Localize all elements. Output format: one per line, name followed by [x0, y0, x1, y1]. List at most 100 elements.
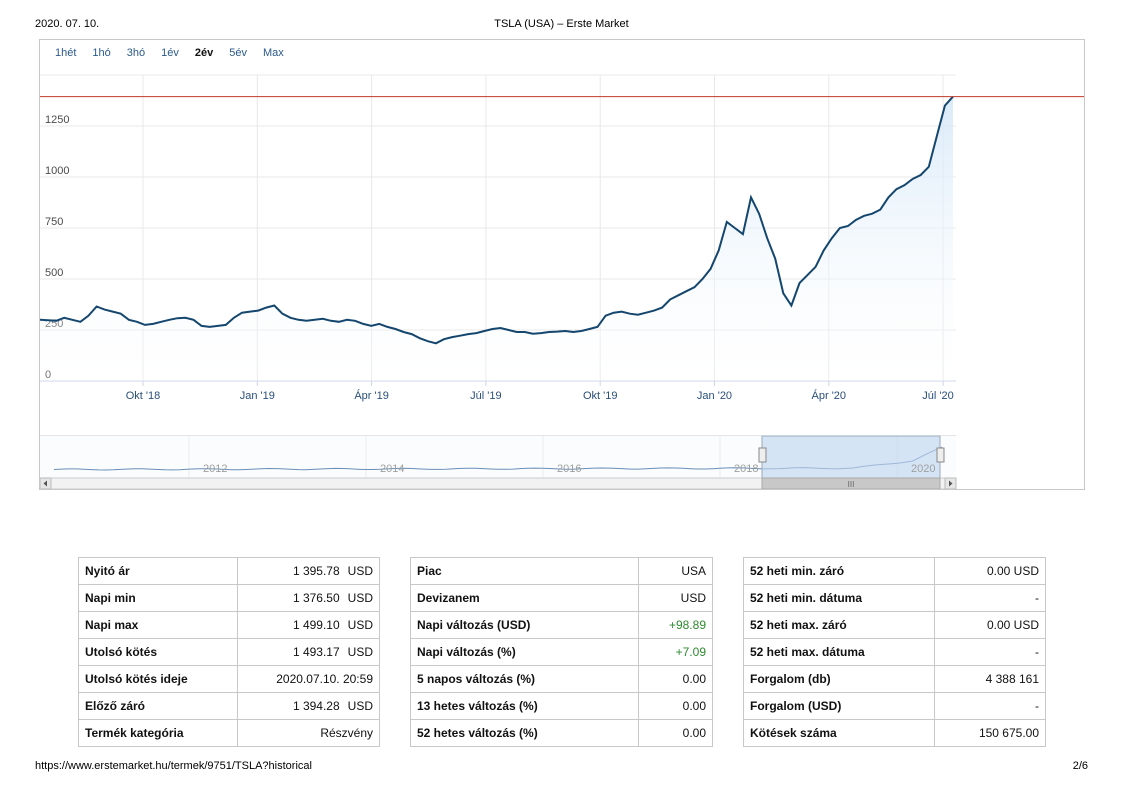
stat-value-text: 0.00	[682, 672, 706, 686]
stat-value: 0.00 USD	[934, 557, 1046, 585]
table-row: 52 heti max. záró 0.00 USD	[743, 611, 1046, 639]
table-row: 52 heti min. dátuma -	[743, 584, 1046, 612]
stat-value-text: 0.00 USD	[986, 618, 1039, 632]
stat-value: 0.00	[638, 719, 713, 747]
svg-text:III: III	[848, 480, 855, 489]
range-2y-button[interactable]: 2év	[194, 47, 214, 59]
stat-value: -	[934, 692, 1046, 720]
table-row: Utolsó kötés ideje 2020.07.10. 20:59	[78, 665, 380, 693]
stat-label: Napi max	[78, 611, 238, 639]
stat-label: Kötések száma	[743, 719, 935, 747]
print-date: 2020. 07. 10.	[35, 18, 100, 30]
navigator-right-handle[interactable]	[936, 447, 945, 463]
chart-container: 1hét 1hó 3hó 1év 2év 5év Max 02505007501…	[39, 39, 1085, 490]
range-max-button[interactable]: Max	[263, 47, 284, 59]
x-tick-label: Okt '19	[583, 390, 618, 402]
table-row: Előző záró 1 394.28 USD	[78, 692, 380, 720]
stat-label: Napi min	[78, 584, 238, 612]
stat-label: 52 heti max. záró	[743, 611, 935, 639]
table-row: Napi max 1 499.10 USD	[78, 611, 380, 639]
table-row: 13 hetes változás (%) 0.00	[410, 692, 713, 720]
range-1m-button[interactable]: 1hó	[92, 47, 111, 59]
scrollbar-thumb	[761, 477, 941, 489]
stat-value: Részvény	[237, 719, 380, 747]
stat-value-text: -	[1035, 591, 1039, 605]
stat-value: 1 394.28 USD	[237, 692, 380, 720]
stat-value-text: 150 675.00	[978, 726, 1039, 740]
stat-value-text: 1 394.28	[292, 699, 340, 713]
table-row: Forgalom (USD) -	[743, 692, 1046, 720]
x-tick-label: Jan '19	[240, 390, 275, 402]
stat-unit: USD	[347, 564, 373, 578]
stat-label: 52 heti max. dátuma	[743, 638, 935, 666]
volume-stats-table: 52 heti min. záró 0.00 USD 52 heti min. dá…	[743, 557, 1046, 747]
stat-value-text: USA	[681, 564, 706, 578]
stat-value: 4 388 161	[934, 665, 1046, 693]
stat-label: Termék kategória	[78, 719, 238, 747]
source-url: https://www.erstemarket.hu/termek/9751/T…	[35, 760, 312, 772]
scroll-right-arrow-icon	[949, 480, 953, 487]
stat-label: Forgalom (USD)	[743, 692, 935, 720]
stat-unit: USD	[347, 645, 373, 659]
stat-value: 0.00	[638, 665, 713, 693]
page-title: TSLA (USA) – Erste Market	[494, 18, 629, 30]
navigator-year-label: 2014	[380, 463, 404, 475]
navigator-year-label: 2012	[203, 463, 227, 475]
table-row: Termék kategória Részvény	[78, 719, 380, 747]
stat-value: +98.89	[638, 611, 713, 639]
stat-value-text: 1 493.17	[292, 645, 340, 659]
stat-value-text: 1 499.10	[292, 618, 340, 632]
price-area	[40, 96, 953, 381]
scroll-left-arrow-icon	[43, 480, 47, 487]
navigator-left-handle[interactable]	[758, 447, 767, 463]
y-tick-label: 1250	[45, 114, 69, 126]
stat-value-text: 0.00	[682, 726, 706, 740]
table-row: Napi min 1 376.50 USD	[78, 584, 380, 612]
stat-value-text: 0.00	[682, 699, 706, 713]
stat-value-text: 4 388 161	[985, 672, 1039, 686]
range-5y-button[interactable]: 5év	[229, 47, 247, 59]
stat-unit: USD	[347, 618, 373, 632]
scrollbar[interactable]: III	[40, 477, 957, 489]
table-row: 52 heti min. záró 0.00 USD	[743, 557, 1046, 585]
price-stats-table: Nyitó ár 1 395.78 USD Napi min 1 376.50 USD Na…	[78, 557, 380, 747]
navigator-year-label: 2018	[734, 463, 758, 475]
table-row: 52 hetes változás (%) 0.00	[410, 719, 713, 747]
y-tick-label: 1000	[45, 165, 69, 177]
x-tick-label: Ápr '20	[812, 389, 847, 402]
x-tick-label: Jan '20	[697, 390, 732, 402]
range-3m-button[interactable]: 3hó	[126, 47, 146, 59]
stat-label: Nyitó ár	[78, 557, 238, 585]
stat-label: Piac	[410, 557, 639, 585]
navigator-year-label: 2020	[911, 463, 935, 475]
navigator[interactable]: 2012 2014 2016 2018 2020	[40, 435, 956, 479]
x-axis-labels: Okt '18 Jan '19 Ápr '19 Júl '19 Okt '19 Jan '…	[126, 389, 954, 402]
page-number: 2/6	[1072, 760, 1088, 772]
stat-label: Napi változás (%)	[410, 638, 639, 666]
range-1w-button[interactable]: 1hét	[55, 47, 77, 59]
x-tick-label: Júl '20	[922, 390, 953, 402]
y-tick-label: 500	[45, 267, 63, 279]
range-1y-button[interactable]: 1év	[161, 47, 179, 59]
stat-label: Napi változás (USD)	[410, 611, 639, 639]
table-row: 52 heti max. dátuma -	[743, 638, 1046, 666]
stat-value-text: Részvény	[320, 726, 373, 740]
stat-value-text: 0.00 USD	[986, 564, 1039, 578]
change-stats-table: Piac USA Devizanem USD Napi változás (USD) +9…	[410, 557, 713, 747]
stat-value: 1 376.50 USD	[237, 584, 380, 612]
stat-value: -	[934, 584, 1046, 612]
table-row: Utolsó kötés 1 493.17 USD	[78, 638, 380, 666]
stat-value-text: 1 376.50	[292, 591, 340, 605]
stat-value: USA	[638, 557, 713, 585]
stat-value: 2020.07.10. 20:59	[237, 665, 380, 693]
table-row: Napi változás (%) +7.09	[410, 638, 713, 666]
table-row: Forgalom (db) 4 388 161	[743, 665, 1046, 693]
stat-label: Utolsó kötés ideje	[78, 665, 238, 693]
x-tick-label: Okt '18	[126, 390, 161, 402]
stat-value: 150 675.00	[934, 719, 1046, 747]
stat-value-text: USD	[680, 591, 706, 605]
stat-value: 1 499.10 USD	[237, 611, 380, 639]
navigator-year-label: 2016	[557, 463, 581, 475]
table-row: Devizanem USD	[410, 584, 713, 612]
